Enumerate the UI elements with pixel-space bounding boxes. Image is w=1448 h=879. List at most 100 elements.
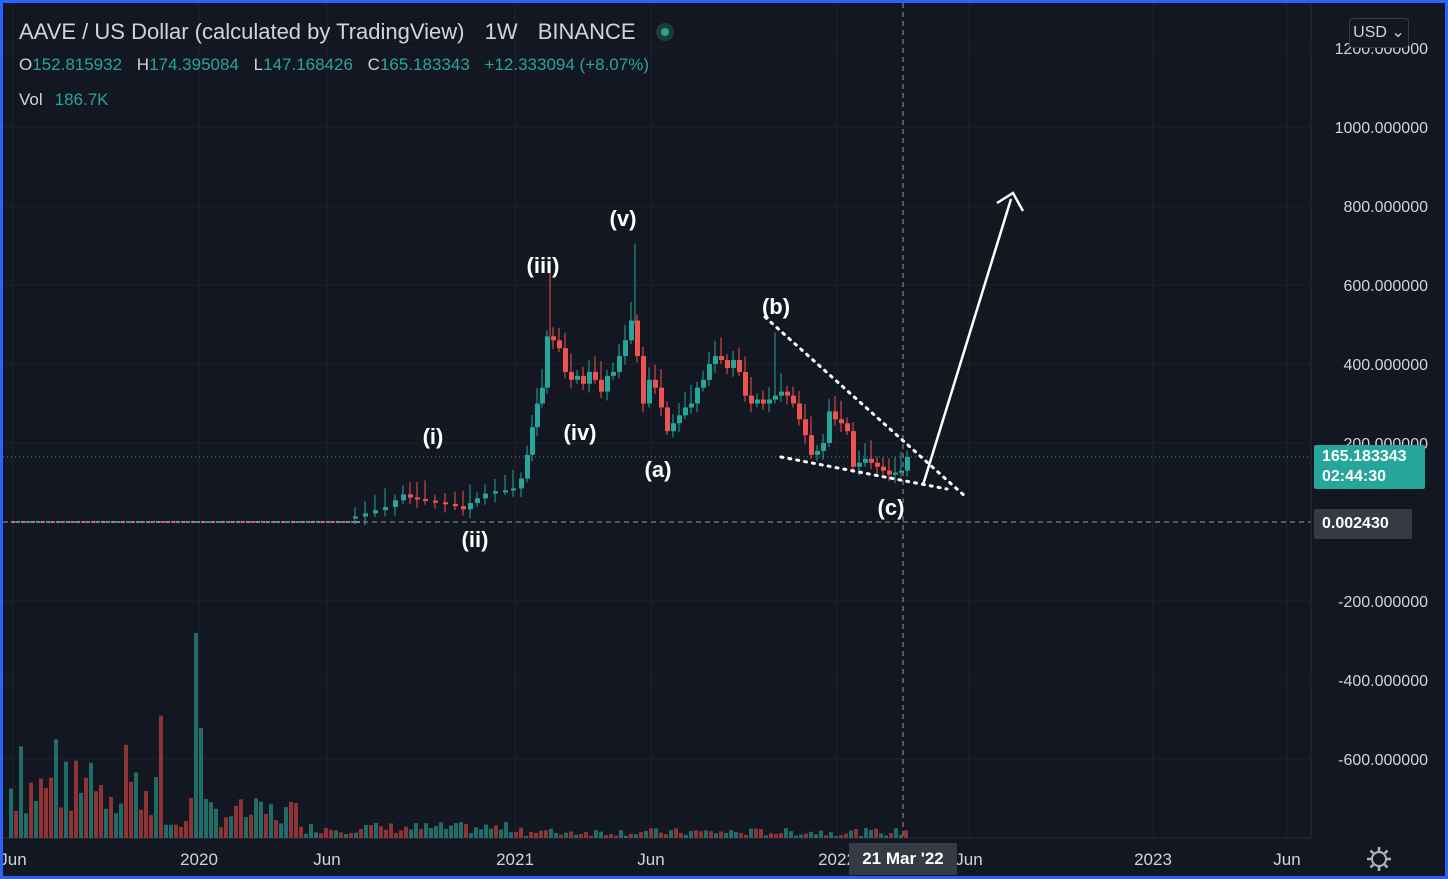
volume-bar [704,830,708,838]
volume-bar [619,830,623,838]
volume-bar [254,798,258,838]
volume-bar [544,830,548,838]
candle [671,423,676,432]
volume-bar [699,831,703,838]
volume-bar [609,834,613,838]
volume-bar [179,826,183,838]
volume-bar [434,825,438,838]
symbol-title[interactable]: AAVE / US Dollar (calculated by TradingV… [19,19,465,44]
volume-bar [489,828,493,838]
volume-bar [784,828,788,838]
volume-bar [184,821,188,838]
y-tick-label: 600.000000 [1343,278,1428,295]
candle [433,500,438,503]
candle [635,320,640,357]
market-open-dot-icon [655,23,674,41]
volume-bar [119,803,123,838]
volume-bar [629,833,633,838]
volume-bar [344,833,348,838]
volume-bar [484,824,488,838]
y-tick-label: -400.000000 [1338,673,1428,690]
candle [503,490,508,493]
volume-bar [759,829,763,838]
gear-icon[interactable] [1365,845,1393,873]
volume-bar [809,831,813,838]
volume-bar [694,830,698,838]
volume-bar [319,833,323,838]
volume-bar [199,728,203,838]
volume-bar [9,788,13,838]
volume-bar [464,824,468,838]
candle [659,387,664,408]
volume-bar [349,832,353,838]
candle [689,403,694,408]
volume-bar [129,781,133,838]
volume-bar [729,830,733,838]
volume-bar [599,831,603,838]
candle [719,356,724,361]
volume-bar [14,811,18,838]
price-chart[interactable]: 1200.0000001000.000000800.000000600.0000… [3,3,1445,876]
candle [453,503,458,507]
candle [695,387,700,404]
candle [629,320,634,341]
arrow-head-icon [996,191,1025,212]
candle [647,379,652,404]
volume-bar [689,831,693,838]
volume-bar [334,830,338,838]
volume-bar [844,833,848,838]
volume-bar [834,835,838,838]
candle [511,488,516,491]
candle [677,415,682,424]
volume-bar [449,825,453,838]
candle [779,391,784,396]
volume-bar [164,824,168,838]
open-key: O [19,55,33,74]
volume-bar [204,798,208,838]
x-tick-label: 2020 [180,850,218,869]
volume-bar [114,813,118,838]
volume-bar [459,822,463,838]
volume-bar [869,829,873,838]
volume-bar [529,831,533,838]
volume-bar [879,833,883,838]
candle [423,499,428,502]
volume-bar [904,830,908,838]
candle [535,403,540,428]
projection-arrow [921,198,1013,486]
volume-bar [329,829,333,838]
currency-button[interactable]: USD ⌄ [1349,18,1409,48]
candle [683,407,688,416]
volume-bar [789,831,793,838]
volume-bar [899,834,903,838]
candle [857,462,862,467]
volume-bar [479,829,483,838]
volume-bar [439,822,443,838]
volume-bar [109,796,113,838]
volume-bar [859,835,863,838]
volume-bar [324,828,328,838]
volume-bar [49,777,53,838]
wave-label: (iii) [527,253,560,278]
volume-bar [444,829,448,838]
candle [833,411,838,420]
volume-bar [354,832,358,838]
candle [737,360,742,372]
candle [767,399,772,404]
y-tick-label: 800.000000 [1343,199,1428,216]
volume-bar [394,833,398,838]
candle [743,371,748,396]
wave-label: (a) [645,457,672,482]
candle [363,513,368,517]
volume-bar [584,831,588,838]
volume-bar [149,815,153,838]
interval-label[interactable]: 1W [484,19,518,44]
volume-bar [579,833,583,838]
candle [755,399,760,404]
close-key: C [367,55,380,74]
volume-bar [819,830,823,838]
candle [519,478,524,489]
candle [653,379,658,388]
candle [713,356,718,364]
y-tick-label: -600.000000 [1338,752,1428,769]
